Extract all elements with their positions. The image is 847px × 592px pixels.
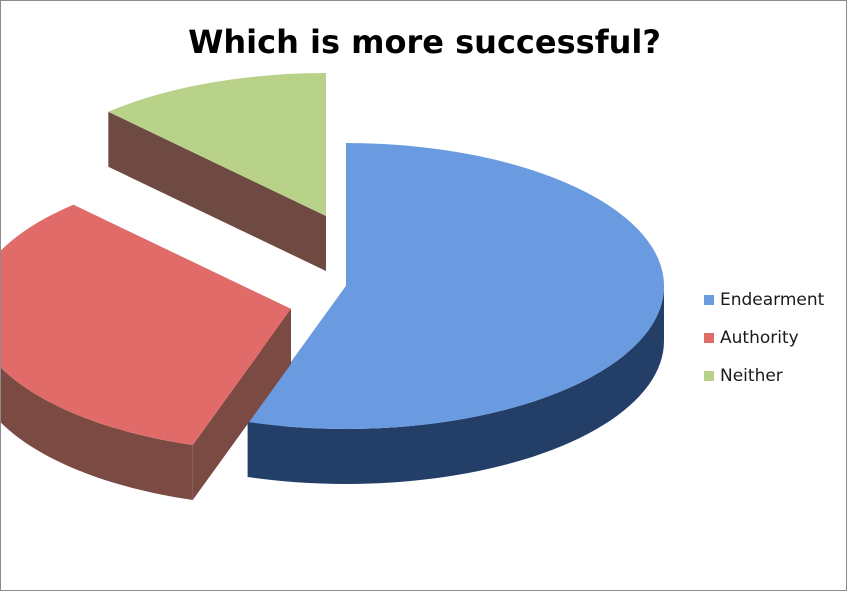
legend-item-endearment: Endearment bbox=[704, 281, 824, 319]
slice-wall-start bbox=[108, 111, 326, 272]
slice-top bbox=[247, 143, 665, 429]
slice-neither bbox=[108, 73, 326, 272]
legend-label-neither: Neither bbox=[720, 366, 783, 386]
legend: Endearment Authority Neither bbox=[704, 281, 824, 395]
slice-top bbox=[1, 204, 291, 446]
legend-swatch-neither bbox=[704, 371, 714, 381]
slice-top bbox=[108, 73, 326, 216]
slice-outer-wall bbox=[1, 367, 193, 501]
slice-authority bbox=[1, 204, 291, 501]
legend-swatch-authority bbox=[704, 333, 714, 343]
slice-wall-start bbox=[192, 309, 291, 501]
legend-item-neither: Neither bbox=[704, 357, 824, 395]
legend-item-authority: Authority bbox=[704, 319, 824, 357]
legend-swatch-endearment bbox=[704, 295, 714, 305]
legend-label-authority: Authority bbox=[720, 328, 799, 348]
legend-label-endearment: Endearment bbox=[720, 290, 825, 310]
slice-outer-wall bbox=[247, 286, 664, 484]
slice-endearment bbox=[247, 143, 665, 484]
chart-title: Which is more successful? bbox=[188, 23, 661, 61]
